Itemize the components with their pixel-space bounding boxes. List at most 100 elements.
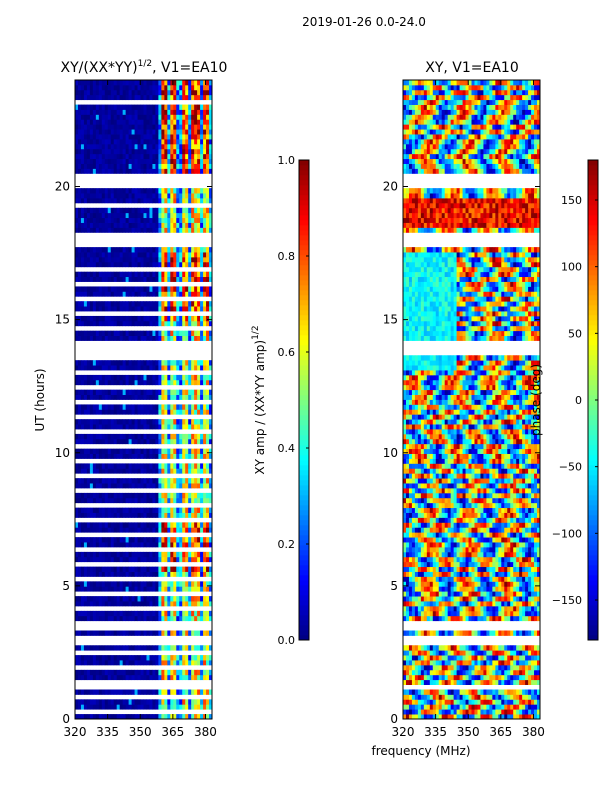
heatmap-cell bbox=[128, 483, 132, 489]
heatmap-cell bbox=[173, 129, 177, 135]
heatmap-cell bbox=[203, 379, 207, 386]
heatmap-cell bbox=[107, 556, 112, 563]
heatmap-cell bbox=[86, 365, 91, 371]
heatmap-cell bbox=[164, 365, 168, 371]
heatmap-cell bbox=[191, 227, 195, 233]
heatmap-cell bbox=[206, 448, 210, 454]
heatmap-cell bbox=[104, 483, 109, 489]
heatmap-cell bbox=[107, 335, 112, 341]
heatmap-cell bbox=[170, 689, 174, 695]
heatmap-cell bbox=[489, 664, 493, 671]
heatmap-cell bbox=[164, 217, 168, 223]
heatmap-cell bbox=[137, 89, 141, 96]
colorbar-step bbox=[299, 475, 309, 481]
heatmap-cell bbox=[417, 645, 422, 651]
heatmap-cell bbox=[155, 394, 159, 400]
heatmap-cell bbox=[131, 247, 135, 253]
heatmap-row bbox=[75, 463, 213, 469]
heatmap-cell bbox=[89, 601, 94, 607]
heatmap-cell bbox=[414, 714, 419, 720]
colorbar-step bbox=[299, 205, 309, 211]
colorbar-step bbox=[299, 500, 309, 506]
heatmap-cell bbox=[77, 143, 82, 150]
heatmap-cell bbox=[134, 109, 138, 115]
heatmap-cell bbox=[182, 330, 186, 336]
heatmap-cell bbox=[98, 483, 103, 489]
heatmap-cell bbox=[149, 610, 153, 617]
heatmap-cell bbox=[209, 542, 213, 548]
heatmap-cell bbox=[116, 409, 121, 415]
heatmap-cell bbox=[116, 433, 121, 440]
heatmap-cell bbox=[140, 138, 144, 145]
heatmap-cell bbox=[200, 571, 204, 577]
heatmap-cell bbox=[155, 330, 159, 336]
heatmap-cell bbox=[179, 394, 183, 400]
heatmap-cell bbox=[179, 463, 183, 469]
heatmap-cell bbox=[137, 330, 141, 336]
heatmap-cell bbox=[155, 84, 159, 91]
heatmap-cell bbox=[101, 419, 106, 425]
heatmap-cell bbox=[203, 424, 207, 430]
heatmap-cell bbox=[110, 252, 115, 258]
heatmap-cell bbox=[170, 433, 174, 440]
heatmap-cell bbox=[170, 286, 174, 292]
heatmap-cell bbox=[206, 404, 210, 410]
heatmap-cell bbox=[134, 138, 138, 145]
heatmap-cell bbox=[170, 660, 174, 666]
heatmap-cell bbox=[197, 129, 201, 135]
heatmap-cell bbox=[98, 409, 103, 415]
heatmap-cell bbox=[203, 276, 207, 282]
heatmap-cell bbox=[134, 596, 138, 602]
heatmap-cell bbox=[101, 507, 106, 513]
heatmap-cell bbox=[110, 645, 115, 651]
heatmap-cell bbox=[83, 207, 88, 214]
heatmap-cell bbox=[516, 655, 520, 661]
heatmap-cell bbox=[113, 438, 118, 445]
heatmap-cell bbox=[86, 704, 91, 710]
heatmap-cell bbox=[134, 360, 138, 366]
heatmap-cell bbox=[122, 119, 127, 125]
heatmap-cell bbox=[140, 222, 144, 228]
heatmap-cell bbox=[152, 104, 156, 110]
heatmap-cell bbox=[206, 394, 210, 400]
heatmap-cell bbox=[104, 478, 109, 484]
heatmap-row bbox=[75, 433, 213, 440]
heatmap-cell bbox=[98, 158, 103, 164]
heatmap-cell bbox=[164, 261, 168, 268]
heatmap-cell bbox=[158, 389, 162, 395]
heatmap-cell bbox=[209, 566, 213, 572]
heatmap-cell bbox=[441, 645, 446, 651]
heatmap-cell bbox=[531, 694, 535, 700]
heatmap-cell bbox=[128, 566, 132, 572]
heatmap-cell bbox=[104, 448, 109, 454]
heatmap-cell bbox=[200, 80, 204, 86]
heatmap-cell bbox=[411, 655, 416, 661]
heatmap-cell bbox=[83, 301, 88, 307]
heatmap-cell bbox=[504, 709, 508, 715]
heatmap-cell bbox=[537, 664, 541, 671]
heatmap-cell bbox=[146, 153, 150, 160]
heatmap-cell bbox=[161, 143, 165, 150]
heatmap-cell bbox=[161, 542, 165, 548]
heatmap-cell bbox=[209, 320, 213, 327]
heatmap-cell bbox=[80, 601, 85, 607]
heatmap-cell bbox=[92, 409, 97, 415]
heatmap-cell bbox=[77, 615, 82, 622]
heatmap-cell bbox=[170, 596, 174, 602]
heatmap-cell bbox=[209, 581, 213, 587]
heatmap-cell bbox=[134, 453, 138, 459]
heatmap-cell bbox=[143, 409, 147, 415]
heatmap-cell bbox=[137, 306, 141, 312]
heatmap-cell bbox=[113, 571, 118, 577]
heatmap-cell bbox=[167, 129, 171, 135]
heatmap-cell bbox=[131, 507, 135, 513]
heatmap-cell bbox=[444, 689, 449, 695]
colorbar-step bbox=[299, 535, 309, 541]
heatmap-cell bbox=[414, 669, 419, 676]
heatmap-cell bbox=[414, 694, 419, 700]
heatmap-cell bbox=[107, 497, 112, 504]
heatmap-cell bbox=[203, 306, 207, 312]
heatmap-cell bbox=[140, 379, 144, 386]
heatmap-cell bbox=[501, 704, 505, 710]
heatmap-cell bbox=[104, 389, 109, 395]
